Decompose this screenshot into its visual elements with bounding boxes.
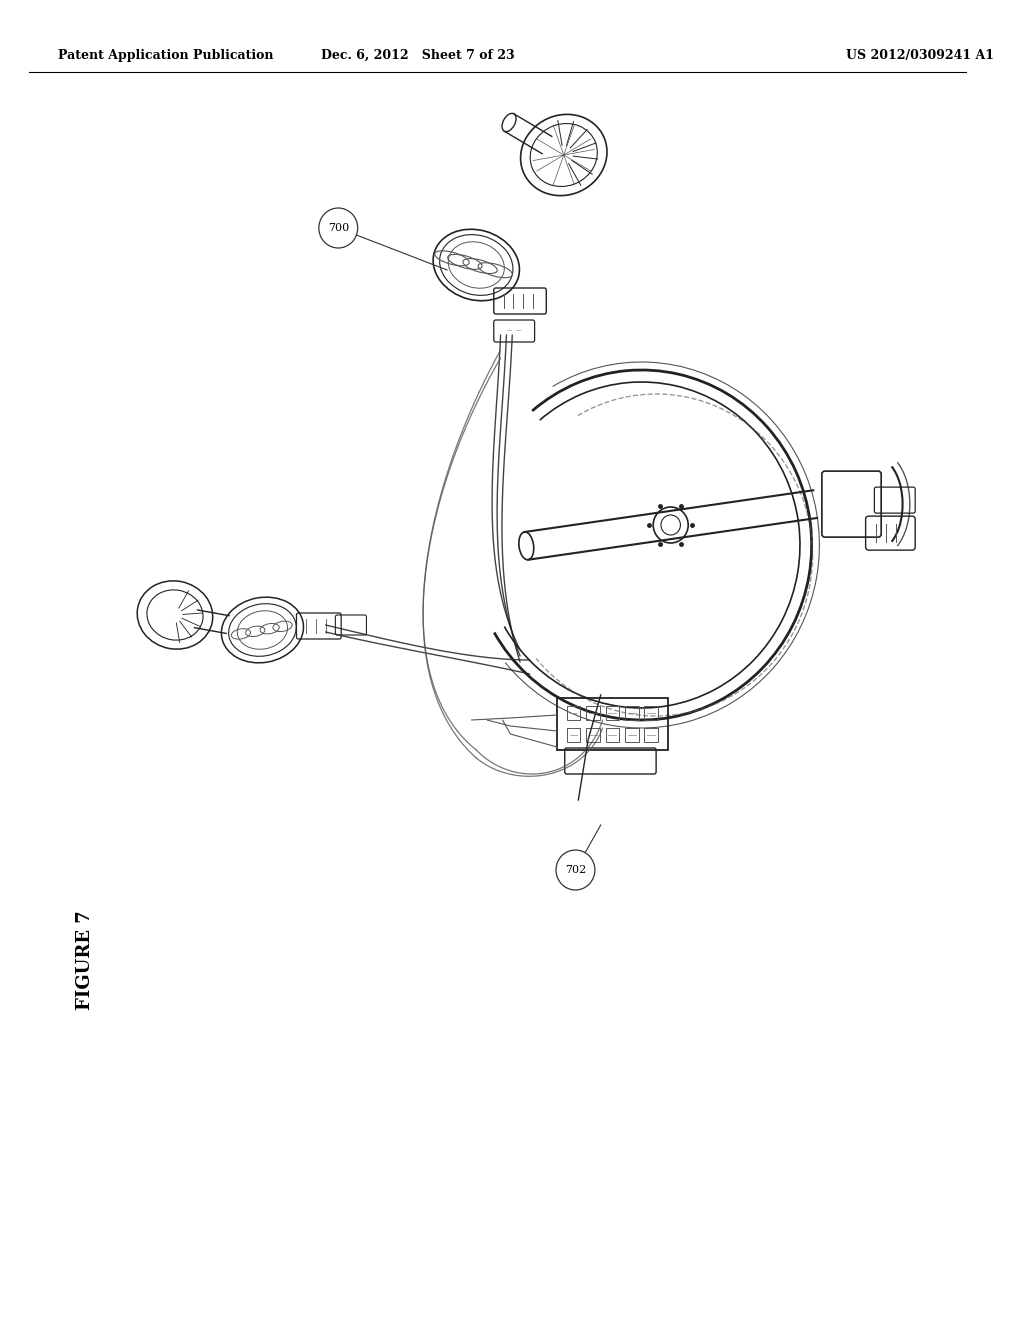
Text: Patent Application Publication: Patent Application Publication <box>58 49 273 62</box>
Bar <box>625 706 639 719</box>
Bar <box>625 729 639 742</box>
Bar <box>566 706 581 719</box>
Text: 702: 702 <box>565 865 586 875</box>
Text: 700: 700 <box>328 223 349 234</box>
Bar <box>644 729 658 742</box>
Text: FIGURE 7: FIGURE 7 <box>76 909 94 1010</box>
Bar <box>605 729 620 742</box>
Bar <box>644 706 658 719</box>
Text: —  —: — — <box>507 329 521 334</box>
Bar <box>605 706 620 719</box>
Text: Dec. 6, 2012   Sheet 7 of 23: Dec. 6, 2012 Sheet 7 of 23 <box>322 49 515 62</box>
Bar <box>586 729 600 742</box>
Bar <box>586 706 600 719</box>
Bar <box>566 729 581 742</box>
Text: US 2012/0309241 A1: US 2012/0309241 A1 <box>846 49 993 62</box>
